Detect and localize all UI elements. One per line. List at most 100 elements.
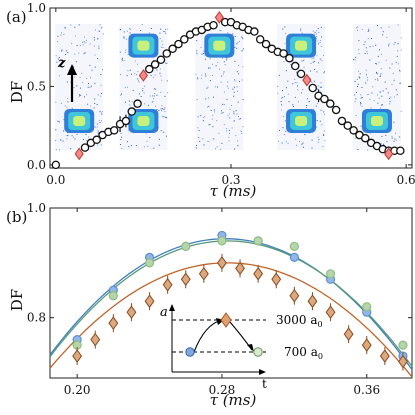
noise-pixel <box>376 71 377 73</box>
noise-pixel <box>239 81 240 83</box>
noise-pixel <box>312 61 314 63</box>
noise-pixel <box>213 138 215 140</box>
noise-pixel <box>376 72 378 74</box>
noise-pixel <box>365 69 367 71</box>
noise-pixel <box>316 102 318 104</box>
noise-pixel <box>55 101 57 103</box>
noise-pixel <box>120 132 122 134</box>
noise-pixel <box>58 57 60 58</box>
noise-pixel <box>215 148 216 150</box>
panel-a-data-point <box>145 64 154 74</box>
noise-pixel <box>355 115 357 116</box>
noise-pixel <box>91 69 93 71</box>
noise-pixel <box>320 26 322 28</box>
noise-pixel <box>237 101 239 103</box>
noise-pixel <box>162 44 164 46</box>
noise-pixel <box>222 57 224 59</box>
noise-pixel <box>156 94 158 96</box>
panel-b-data-point <box>253 236 263 246</box>
noise-pixel <box>387 92 389 94</box>
panel-a-data-point <box>320 94 329 104</box>
noise-pixel <box>281 104 283 106</box>
noise-pixel <box>358 76 360 78</box>
noise-pixel <box>66 138 68 140</box>
noise-pixel <box>100 84 102 86</box>
noise-pixel <box>160 130 162 132</box>
noise-pixel <box>355 98 357 100</box>
panel-a-data-point <box>308 83 317 93</box>
noise-pixel <box>223 124 225 126</box>
noise-pixel <box>320 45 322 47</box>
noise-pixel <box>232 88 234 90</box>
noise-pixel <box>372 45 374 47</box>
noise-pixel <box>153 98 155 100</box>
noise-pixel <box>158 144 160 146</box>
noise-pixel <box>395 89 397 91</box>
noise-pixel <box>202 117 204 119</box>
panel-b-data-point <box>217 236 227 246</box>
noise-pixel <box>223 73 224 75</box>
noise-pixel <box>360 104 362 106</box>
panel-b-points <box>72 230 408 371</box>
noise-pixel <box>134 73 136 75</box>
noise-pixel <box>146 140 148 142</box>
noise-pixel <box>137 63 139 65</box>
noise-pixel <box>377 73 379 75</box>
noise-pixel <box>370 132 372 134</box>
noise-pixel <box>161 115 163 117</box>
panel-a-diamond-point <box>214 11 224 24</box>
noise-pixel <box>94 66 96 68</box>
noise-pixel <box>125 49 127 51</box>
noise-pixel <box>380 27 382 29</box>
noise-pixel <box>369 46 371 48</box>
noise-pixel <box>395 139 397 141</box>
noise-pixel <box>211 118 213 120</box>
panel-b-data-point <box>362 302 372 312</box>
noise-pixel <box>360 102 362 104</box>
noise-pixel <box>279 129 280 131</box>
noise-pixel <box>282 96 284 98</box>
noise-pixel <box>196 99 198 101</box>
noise-pixel <box>223 71 225 73</box>
noise-pixel <box>382 31 384 33</box>
noise-pixel <box>389 101 391 103</box>
noise-pixel <box>209 67 211 69</box>
noise-pixel <box>373 100 375 102</box>
noise-pixel <box>167 28 169 30</box>
panel-b-xtick-label: 0.20 <box>64 383 91 397</box>
noise-pixel <box>55 55 57 57</box>
noise-pixel <box>234 36 236 37</box>
panel-a-ylabel: DF <box>8 81 26 103</box>
noise-pixel <box>79 77 81 79</box>
noise-pixel <box>164 116 166 118</box>
noise-pixel <box>310 63 312 64</box>
noise-pixel <box>376 63 378 65</box>
noise-pixel <box>79 94 81 96</box>
noise-pixel <box>212 114 214 116</box>
noise-pixel <box>231 105 232 106</box>
noise-pixel <box>316 36 318 38</box>
noise-pixel <box>156 69 158 71</box>
noise-pixel <box>395 132 396 134</box>
inset-green-marker <box>253 347 263 357</box>
noise-pixel <box>375 63 377 64</box>
noise-pixel <box>324 71 326 72</box>
noise-pixel <box>67 52 69 54</box>
noise-pixel <box>98 119 100 121</box>
noise-pixel <box>280 109 282 111</box>
noise-pixel <box>147 145 149 147</box>
noise-pixel <box>229 117 231 119</box>
noise-pixel <box>240 130 242 132</box>
noise-pixel <box>389 97 390 99</box>
inset-down-arrowhead <box>247 344 254 352</box>
noise-pixel <box>126 30 128 32</box>
noise-pixel <box>208 97 209 99</box>
noise-pixel <box>60 34 62 36</box>
noise-pixel <box>371 92 373 94</box>
noise-pixel <box>318 62 320 64</box>
noise-pixel <box>360 97 362 99</box>
noise-pixel <box>313 33 315 35</box>
noise-pixel <box>100 112 102 114</box>
noise-pixel <box>315 105 317 107</box>
noise-pixel <box>381 135 383 137</box>
